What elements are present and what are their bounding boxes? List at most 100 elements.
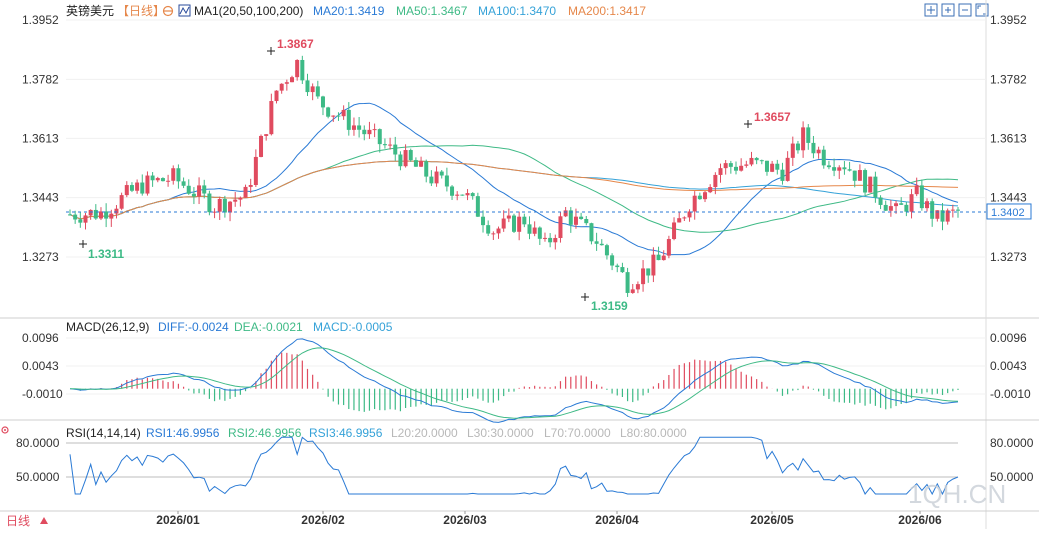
caret-up-icon[interactable] [40, 517, 48, 524]
candle-body [713, 174, 718, 188]
candle-body [346, 109, 351, 130]
indicator-icon[interactable] [178, 4, 191, 17]
period-label[interactable]: 【日线】 [117, 4, 165, 18]
candle-body [181, 181, 186, 186]
candle-down [537, 226, 542, 245]
zoom-in-icon[interactable] [941, 3, 955, 17]
candle-up [837, 165, 842, 179]
macd-pane[interactable]: MACD(26,12,9) DIFF:-0.0024 DEA:-0.0021 M… [0, 320, 1039, 423]
time-axis-label: 2026/01 [156, 513, 200, 527]
candle-body [568, 210, 573, 225]
candle-body [382, 144, 387, 146]
candle-body [620, 267, 625, 273]
candle-down [191, 187, 196, 205]
candle-body [899, 203, 904, 205]
price-tick-left: 1.3613 [22, 131, 59, 145]
settings-icon[interactable] [1, 426, 9, 434]
candle-body [925, 201, 930, 209]
candle-up [135, 179, 140, 194]
period-switch[interactable]: 日线 [6, 514, 48, 528]
candle-up [233, 192, 238, 207]
rsi-pane[interactable]: RSI(14,14,14) RSI1:46.9956 RSI2:46.9956 … [0, 426, 1039, 512]
candle-down [584, 216, 589, 226]
candle-body [785, 157, 790, 181]
candle-body [512, 215, 516, 232]
candle-up [718, 163, 723, 183]
candle-down [754, 157, 759, 165]
candle-up [672, 217, 677, 241]
macd-value: MACD:-0.0005 [313, 320, 393, 334]
candle-body [300, 59, 305, 81]
price-tick-right: 1.3443 [990, 191, 1027, 205]
candle-body [682, 217, 687, 219]
candle-up [269, 93, 274, 136]
candle-body [481, 216, 486, 226]
candle-body [150, 175, 155, 181]
candle-up [295, 59, 300, 81]
candle-body [656, 254, 661, 261]
candlesticks[interactable] [68, 55, 960, 297]
candle-down [78, 211, 83, 228]
candle-up [228, 200, 233, 222]
candle-body [114, 208, 119, 214]
candle-down [625, 267, 630, 297]
candle-up [868, 176, 873, 193]
candle-body [367, 129, 372, 135]
current-price-value: 1.3402 [991, 207, 1025, 219]
candle-up [279, 83, 284, 94]
price-tick-right: 1.3273 [990, 250, 1027, 264]
candle-body [935, 210, 940, 219]
macd-tick-left: -0.0010 [22, 387, 63, 401]
candle-body [672, 222, 677, 240]
candle-up [367, 121, 372, 139]
candle-up [145, 171, 150, 196]
candle-down [589, 222, 594, 245]
candle-up [945, 208, 950, 225]
period-switch-label[interactable]: 日线 [6, 514, 30, 528]
price-tick-left: 1.3443 [22, 191, 59, 205]
candle-down [806, 124, 811, 150]
candle-body [852, 170, 857, 181]
candle-body [625, 272, 630, 293]
candle-body [909, 194, 914, 212]
refresh-icon[interactable] [162, 5, 174, 17]
candle-body [470, 193, 475, 197]
candle-up [455, 191, 460, 201]
candle-up [284, 79, 289, 91]
candle-body [837, 167, 842, 171]
candle-up [651, 247, 656, 283]
candle-down [377, 128, 382, 153]
candle-up [816, 146, 821, 159]
candle-body [894, 203, 899, 207]
l30-value: L30:30.0000 [467, 426, 534, 440]
candle-down [439, 169, 444, 179]
candle-down [956, 207, 960, 218]
candle-body [295, 59, 300, 78]
candle-body [703, 192, 708, 200]
candle-up [790, 136, 795, 166]
candle-up [687, 209, 692, 222]
high-label-1: 1.3867 [277, 37, 314, 51]
candle-body [222, 198, 227, 213]
macd-histogram [74, 352, 959, 412]
candle-body [883, 204, 888, 211]
candle-body [723, 163, 728, 169]
candle-up [723, 159, 728, 175]
zoom-out-icon[interactable] [958, 3, 972, 17]
candle-body [408, 150, 413, 161]
ma50-value: MA50:1.3467 [396, 4, 468, 18]
high-label-2: 1.3657 [754, 110, 791, 124]
candle-body [739, 165, 744, 171]
candle-up [635, 281, 640, 294]
candle-down [305, 73, 310, 97]
candle-body [434, 171, 439, 184]
candle-down [734, 161, 738, 175]
candle-body [651, 254, 656, 276]
expand-icon[interactable] [924, 3, 938, 17]
candle-up [217, 196, 222, 221]
candle-up [517, 211, 522, 241]
candle-up [166, 174, 171, 187]
macd-label: MACD(26,12,9) [66, 320, 149, 334]
